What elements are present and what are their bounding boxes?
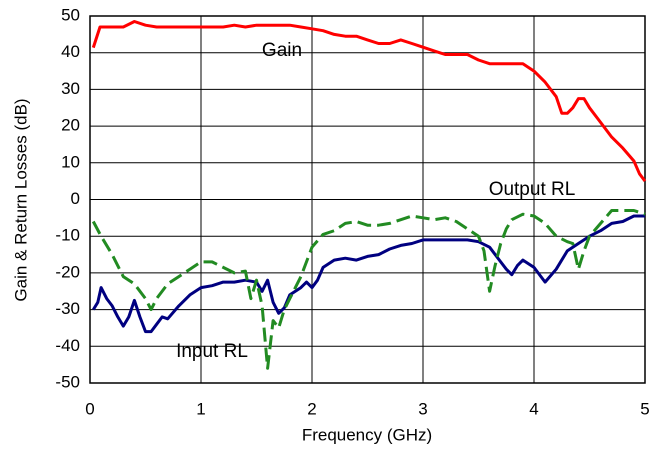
x-tick-label: 3 (418, 399, 427, 418)
y-tick-label: -40 (55, 336, 80, 355)
series-label: Gain (262, 40, 302, 61)
y-tick-label: 50 (61, 5, 80, 24)
series-line (91, 20, 647, 183)
y-tick-label: 40 (61, 42, 80, 61)
y-axis-label: Gain & Return Losses (dB) (11, 98, 30, 301)
y-tick-label: 20 (61, 116, 80, 135)
y-tick-label: 10 (61, 152, 80, 171)
series-line (92, 214, 645, 334)
y-tick-label: -20 (55, 262, 80, 281)
x-tick-label: 4 (529, 399, 538, 418)
y-tick-label: -30 (55, 299, 80, 318)
series-line (91, 209, 646, 370)
y-tick-label: -10 (55, 226, 80, 245)
series-label: Input RL (176, 341, 248, 362)
x-tick-label: 2 (307, 399, 316, 418)
plot-border (89, 15, 646, 384)
y-tick-label: -50 (55, 372, 80, 391)
x-tick-label: 5 (640, 399, 649, 418)
x-tick-label: 1 (196, 399, 205, 418)
y-tick-label: 30 (61, 79, 80, 98)
x-axis-label: Frequency (GHz) (302, 425, 432, 444)
series-label: Output RL (489, 179, 576, 200)
y-tick-label: 0 (71, 189, 80, 208)
x-tick-label: 0 (85, 399, 94, 418)
